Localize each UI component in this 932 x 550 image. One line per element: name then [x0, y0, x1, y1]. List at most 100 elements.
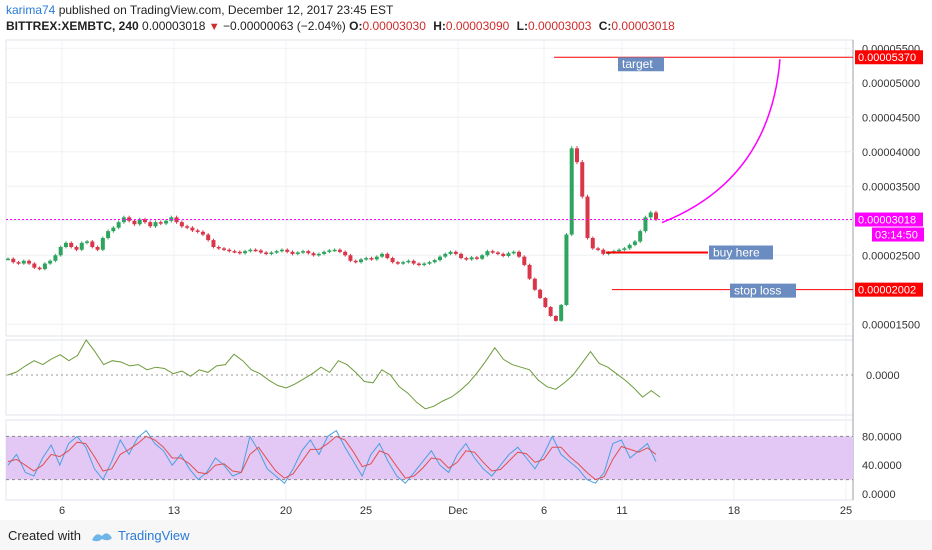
last-price: 0.00003018: [142, 19, 206, 33]
candle-body: [69, 242, 74, 247]
price-pane[interactable]: [6, 146, 658, 322]
oscillator-pane[interactable]: [6, 338, 853, 410]
price-label-box: [855, 50, 923, 65]
candle-body: [337, 249, 342, 252]
candle-body: [58, 246, 63, 256]
candle-body: [569, 148, 574, 235]
candle-body: [216, 246, 221, 249]
candle-body: [643, 217, 648, 232]
candle-body: [316, 253, 321, 256]
annotation-target: target: [622, 57, 653, 71]
candle-body: [164, 220, 169, 224]
candle-body: [416, 263, 421, 266]
candle-body: [253, 249, 258, 252]
high-value: 0.00003090: [445, 19, 510, 33]
candle-body: [590, 238, 595, 249]
candle-body: [480, 255, 485, 259]
candle-body: [453, 251, 458, 254]
pane-border: [5, 39, 854, 337]
candle-body: [295, 252, 300, 255]
candle-body: [617, 249, 622, 252]
candle-body: [21, 260, 26, 264]
candle-body: [401, 262, 406, 264]
candle-body: [448, 251, 453, 254]
footer: Created with TradingView: [0, 520, 932, 550]
candle-body: [464, 258, 469, 260]
candle-body: [469, 257, 474, 260]
price-change: −0.00000063 (−2.04%): [223, 19, 346, 33]
candle-body: [63, 242, 68, 247]
pane-border: [5, 339, 854, 416]
open-value: 0.00003030: [362, 19, 426, 33]
high-label: H:: [433, 19, 446, 33]
candle-body: [385, 253, 390, 259]
author-link[interactable]: karima74: [6, 3, 56, 17]
candle-body: [127, 217, 132, 221]
grid-lines: [5, 39, 854, 501]
tradingview-brand[interactable]: TradingView: [118, 528, 190, 543]
candle-body: [174, 217, 179, 223]
candle-body: [538, 289, 543, 299]
candle-body: [332, 249, 337, 252]
stoch-tick-label: 40.0000: [862, 460, 902, 472]
candle-body: [411, 260, 416, 264]
candle-body: [459, 253, 464, 259]
candle-body: [511, 251, 516, 254]
annotation-buy-here: buy here: [713, 246, 760, 260]
candle-body: [654, 212, 658, 220]
candle-body: [48, 260, 53, 264]
candle-body: [627, 244, 632, 249]
tradingview-logo-icon: [92, 533, 112, 542]
x-tick-label: 11: [616, 505, 627, 517]
annotation-stop-loss: stop loss: [734, 284, 781, 298]
candle-body: [369, 258, 374, 260]
candle-body: [153, 222, 158, 227]
candle-body: [37, 267, 42, 270]
candle-body: [11, 258, 16, 263]
candle-body: [85, 241, 90, 243]
candle-body: [279, 249, 284, 252]
candle-body: [116, 222, 121, 228]
price-axis[interactable]: 0.000055000.000050000.000045000.00004000…: [855, 43, 924, 501]
candle-body: [501, 253, 506, 256]
candle-body: [16, 262, 21, 264]
candle-body: [532, 278, 537, 290]
candle-body: [269, 252, 274, 255]
candle-body: [311, 253, 316, 256]
symbol-label: BITTREX:XEMBTC, 240: [6, 19, 139, 33]
time-axis[interactable]: 6 13 20 25 Dec 6 11 18 25: [59, 505, 852, 517]
low-value: 0.00003003: [527, 19, 592, 33]
candle-body: [195, 230, 200, 232]
candle-body: [553, 315, 558, 321]
candle-body: [132, 220, 137, 225]
annotation-box: [618, 57, 664, 72]
candle-body: [648, 212, 653, 218]
candle-body: [42, 263, 47, 270]
candle-body: [237, 251, 242, 254]
y-tick-label: 0.00004500: [862, 112, 920, 124]
stoch-tick-label: 0.0000: [862, 489, 896, 501]
candle-body: [380, 253, 385, 257]
stochastic-pane[interactable]: [6, 429, 853, 484]
stoch-k-line: [7, 429, 657, 484]
candle-body: [200, 231, 205, 235]
candle-body: [395, 262, 400, 264]
y-tick-label: 0.00005000: [862, 78, 920, 90]
chart-canvas[interactable]: 0.000055000.000050000.000045000.00004000…: [0, 0, 932, 520]
candle-body: [32, 263, 37, 268]
candle-body: [6, 258, 10, 261]
candle-body: [90, 241, 95, 247]
projection-curve: [661, 59, 781, 224]
candle-body: [580, 162, 585, 197]
candle-body: [74, 246, 79, 250]
price-label-box: [855, 212, 923, 227]
candle-body: [490, 251, 495, 253]
candle-body: [100, 238, 105, 250]
price-label-box: [872, 227, 924, 242]
price-label: 0.00002002: [858, 285, 916, 297]
candle-body: [53, 255, 58, 261]
candle-body: [179, 222, 184, 227]
annotation-box: [709, 245, 773, 260]
annotation-box: [730, 283, 796, 298]
candle-body: [348, 255, 353, 261]
